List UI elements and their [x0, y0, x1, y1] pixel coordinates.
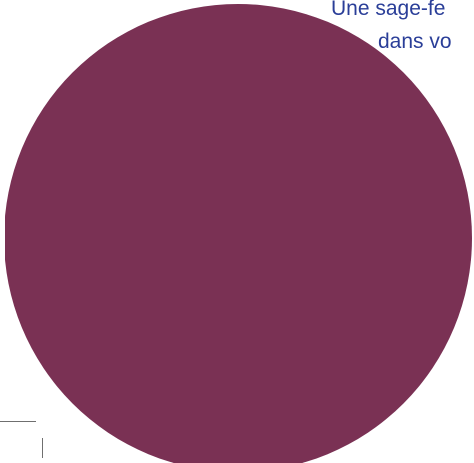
vertical-rule	[42, 438, 43, 458]
headline-line-2: dans vo	[378, 30, 452, 53]
headline-text: Une sage-fe dans vo	[0, 0, 474, 60]
horizontal-rule	[0, 421, 36, 422]
decorative-circle	[4, 4, 472, 463]
left-edge-mask	[0, 0, 5, 463]
headline-line-1: Une sage-fe	[331, 0, 446, 20]
